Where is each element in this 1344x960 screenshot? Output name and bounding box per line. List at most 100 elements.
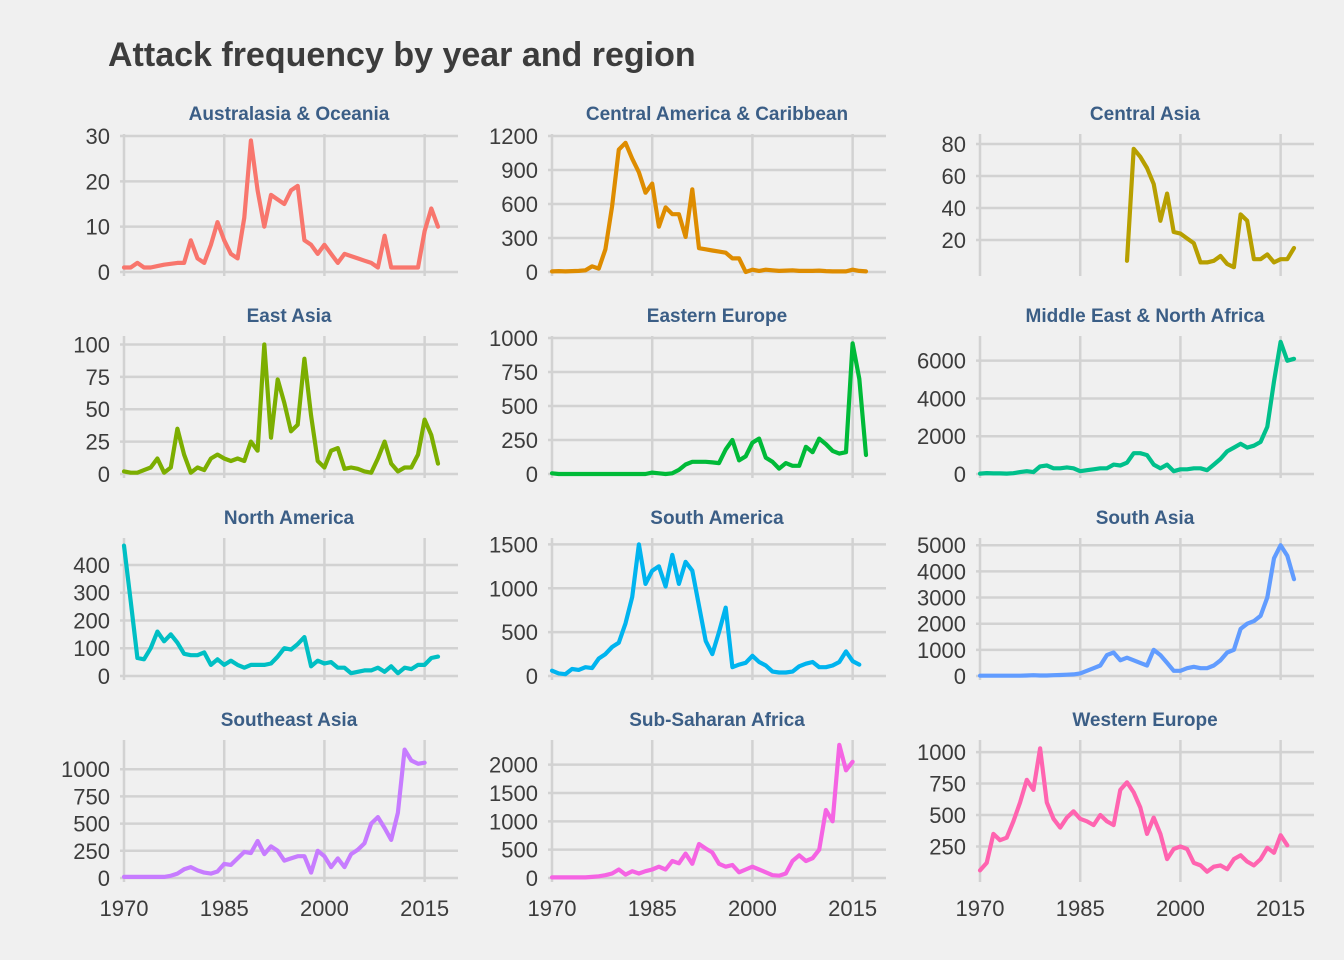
y-tick-label: 600 (501, 192, 538, 217)
series-line (549, 341, 869, 477)
x-tick-label: 1985 (200, 896, 249, 921)
facet-panel: Eastern Europe 0 250 500 750 1000 (489, 306, 886, 487)
y-tick-label: 4000 (917, 559, 966, 584)
y-tick-label: 5000 (917, 533, 966, 558)
series-line (121, 342, 441, 475)
series-line (121, 747, 427, 880)
series-line (121, 138, 441, 270)
facet-title: South Asia (1096, 508, 1195, 529)
facet-title: Central Asia (1090, 104, 1201, 125)
y-tick-label: 0 (98, 664, 110, 689)
y-tick-label: 4000 (917, 386, 966, 411)
y-tick-label: 100 (73, 332, 110, 357)
y-tick-label: 100 (73, 636, 110, 661)
x-tick-label: 1985 (1056, 896, 1105, 921)
y-tick-label: 2000 (489, 753, 538, 778)
y-tick-label: 50 (86, 397, 110, 422)
y-tick-label: 500 (73, 812, 110, 837)
facet-title: Western Europe (1072, 710, 1217, 731)
facet-title: Australasia & Oceania (189, 104, 390, 125)
series-line (1124, 146, 1297, 270)
facet-panel: Sub-Saharan Africa 0 500 1000 1500 2000 1970 19… (489, 710, 886, 921)
y-tick-label: 200 (73, 608, 110, 633)
facet-panel: Central America & Caribbean 0 300 600 900 120… (489, 104, 886, 285)
facet-title: South America (650, 508, 784, 529)
x-tick-label: 2000 (300, 896, 349, 921)
y-tick-label: 250 (73, 839, 110, 864)
y-tick-label: 500 (501, 838, 538, 863)
x-tick-label: 2015 (828, 896, 877, 921)
facet-panel: Middle East & North Africa 0 2000 4000 6000 (917, 306, 1314, 487)
y-tick-label: 2000 (917, 612, 966, 637)
facet-title: Central America & Caribbean (586, 104, 848, 125)
series-line (977, 746, 1290, 874)
facet-title: Southeast Asia (221, 710, 358, 731)
y-tick-label: 500 (501, 620, 538, 645)
facet-panel: East Asia 0 25 50 75 100 (73, 306, 458, 487)
x-tick-label: 2000 (728, 896, 777, 921)
x-tick-label: 2000 (1156, 896, 1205, 921)
y-tick-label: 0 (954, 664, 966, 689)
y-tick-label: 1000 (61, 757, 110, 782)
y-tick-label: 10 (86, 215, 110, 240)
x-tick-label: 1985 (628, 896, 677, 921)
facet-panel: South America 0 500 1000 1500 (489, 508, 886, 689)
y-tick-label: 40 (942, 196, 966, 221)
y-tick-label: 20 (942, 228, 966, 253)
y-tick-label: 300 (501, 226, 538, 251)
y-tick-label: 30 (86, 124, 110, 149)
facet-title: North America (224, 508, 355, 529)
y-tick-label: 3000 (917, 586, 966, 611)
facet-title: Eastern Europe (647, 306, 787, 327)
x-tick-label: 2015 (400, 896, 449, 921)
y-tick-label: 1000 (917, 638, 966, 663)
series-line (977, 339, 1297, 476)
y-tick-label: 900 (501, 158, 538, 183)
facet-panel: Australasia & Oceania 0 10 20 30 (86, 104, 458, 285)
y-tick-label: 0 (98, 866, 110, 891)
y-tick-label: 1000 (917, 740, 966, 765)
y-tick-label: 6000 (917, 349, 966, 374)
y-tick-label: 0 (526, 260, 538, 285)
series-line (549, 742, 855, 880)
y-tick-label: 1000 (489, 576, 538, 601)
facet-title: East Asia (247, 306, 332, 327)
y-tick-label: 250 (501, 428, 538, 453)
y-tick-label: 750 (501, 360, 538, 385)
chart-title: Attack frequency by year and region (108, 36, 696, 74)
y-tick-label: 0 (98, 462, 110, 487)
y-tick-label: 1000 (489, 809, 538, 834)
x-tick-label: 1970 (100, 896, 149, 921)
y-tick-label: 60 (942, 164, 966, 189)
y-tick-label: 750 (73, 784, 110, 809)
x-tick-label: 1970 (528, 896, 577, 921)
x-tick-label: 2015 (1256, 896, 1305, 921)
facet-title: Middle East & North Africa (1026, 306, 1265, 327)
series-line (549, 140, 869, 275)
y-tick-label: 0 (526, 462, 538, 487)
series-line (977, 543, 1297, 678)
x-tick-label: 1970 (956, 896, 1005, 921)
y-tick-label: 0 (526, 866, 538, 891)
y-tick-label: 1000 (489, 326, 538, 351)
y-tick-label: 750 (929, 772, 966, 797)
y-tick-label: 2000 (917, 424, 966, 449)
y-tick-label: 250 (929, 835, 966, 860)
facet-title: Sub-Saharan Africa (629, 710, 805, 731)
y-tick-label: 20 (86, 169, 110, 194)
y-tick-label: 1200 (489, 124, 538, 149)
y-tick-label: 300 (73, 581, 110, 606)
y-tick-label: 500 (501, 394, 538, 419)
y-tick-label: 0 (526, 664, 538, 689)
y-tick-label: 80 (942, 132, 966, 157)
facet-panel: Central Asia 20 40 60 80 (942, 104, 1314, 276)
y-tick-label: 1500 (489, 532, 538, 557)
y-tick-label: 500 (929, 803, 966, 828)
y-tick-label: 1500 (489, 781, 538, 806)
series-line (121, 543, 441, 676)
y-tick-label: 75 (86, 365, 110, 390)
